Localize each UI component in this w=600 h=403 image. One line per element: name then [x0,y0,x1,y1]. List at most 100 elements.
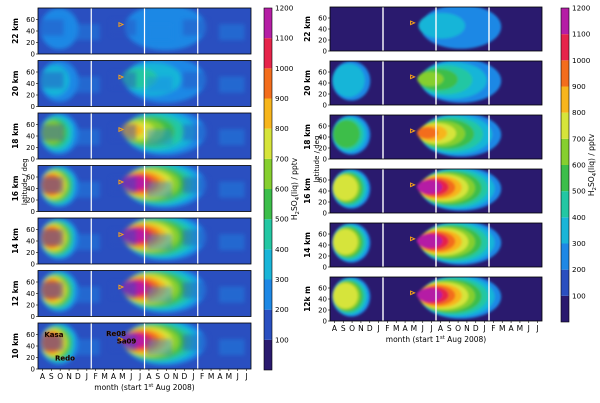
y-tick-label: 20 [26,39,35,47]
y-tick-label: 0 [31,313,35,321]
colorbar-tick-label: 1200 [275,4,294,13]
background-band [74,234,100,251]
y-tick-label: 20 [26,197,35,205]
x-tick-label: A [146,372,152,381]
background-band [74,181,100,198]
x-tick-label: M [393,324,399,333]
background-band [146,234,173,251]
panel-20-km: 0 20 40 60 20 km [11,60,252,111]
event-marker [118,126,125,133]
y-tick-label: 20 [318,307,327,315]
x-tick-label: N [66,372,72,381]
concentration-contour [418,12,466,39]
concentration-contour [333,283,358,309]
x-tick-label: O [164,372,170,381]
event-annotation: Kasa [44,331,63,339]
colorbar-swatch [561,165,569,192]
x-tick-label: J [138,372,141,381]
y-tick-label: 60 [26,226,35,234]
panel-18-km: 0 20 40 60 18 km [303,114,543,164]
colorbar-tick-label: 800 [275,124,289,133]
panel-field [38,323,251,369]
altitude-label: 16 km [303,178,312,204]
background-band [182,229,209,246]
event-marker [118,74,125,80]
panel-field [38,8,251,54]
y-axis-label: latitude / deg [21,158,29,205]
y-tick-label: 20 [26,92,35,100]
x-tick-label: N [464,324,470,333]
y-tick-label: 0 [323,48,327,56]
colorbar-frame [263,7,273,371]
y-tick-label: 60 [318,15,327,23]
altitude-label: 20 km [11,70,20,96]
colorbar-swatch [264,189,272,220]
background-band [219,234,245,251]
panel-field [38,218,251,264]
event-marker [410,74,416,80]
x-tick-label: J [85,372,88,381]
x-tick-label: M [119,372,125,381]
x-tick-label: D [473,324,479,333]
y-tick-label: 0 [31,366,35,374]
y-tick-label: 60 [318,177,327,185]
background-band [110,124,136,141]
x-tick-label: O [57,372,63,381]
background-band [110,282,136,299]
x-tick-label: F [491,324,495,333]
x-tick-label: M [208,372,214,381]
colorbar-swatch [561,269,569,296]
x-tick-label: F [385,324,389,333]
colorbar-tick-label: 500 [572,187,586,196]
x-tick-label: J [236,372,239,381]
y-tick-label: 0 [323,102,327,110]
y-tick-label: 40 [318,188,327,196]
concentration-contour [416,127,439,139]
background-band [146,181,173,198]
y-tick-label: 20 [26,302,35,310]
background-band [110,72,136,89]
colorbar-swatch [561,217,569,244]
background-band [219,76,245,93]
background-band [38,124,64,141]
y-tick-label: 40 [318,296,327,304]
y-tick-label: 0 [323,318,327,326]
y-tick-label: 0 [31,51,35,59]
event-marker [118,284,125,290]
background-band [38,334,64,351]
y-tick-label: 60 [26,69,35,77]
y-tick-label: 20 [26,144,35,152]
panel-field [330,7,542,51]
panel-10-km: 0 20 40 60 10 km [11,322,252,374]
y-tick-label: 40 [26,133,35,141]
colorbar-swatch [264,219,272,250]
y-tick-label: 20 [318,145,327,153]
x-tick-label: A [217,372,223,381]
x-tick-label: A [111,372,117,381]
y-tick-label: 60 [26,16,35,24]
background-band [182,19,209,36]
altitude-label: 20 km [303,70,312,96]
background-band [146,339,173,356]
colorbar-tick-label: 600 [572,161,586,170]
colorbar-tick-label: 700 [572,134,586,143]
background-band [219,129,245,146]
x-tick-label: J [527,324,530,333]
colorbar-tick-label: 300 [275,275,289,284]
y-tick-label: 20 [318,253,327,261]
x-axis-label: month (start 1st Aug 2008) [94,383,195,392]
panel-field [330,223,542,267]
background-band [74,24,100,41]
background-band [219,339,245,356]
panel-field [330,61,542,105]
x-tick-label: D [367,324,373,333]
background-band [110,229,136,246]
colorbar-tick-label: 1100 [275,34,294,43]
x-tick-label: S [155,372,160,381]
altitude-label: 18 km [303,124,312,150]
colorbar-swatch [561,295,569,322]
colorbar-label: H2SO4(liq) / pptv [290,157,301,220]
x-tick-label: A [403,324,409,333]
altitude-label: 14 km [11,228,20,254]
y-tick-label: 40 [26,28,35,36]
